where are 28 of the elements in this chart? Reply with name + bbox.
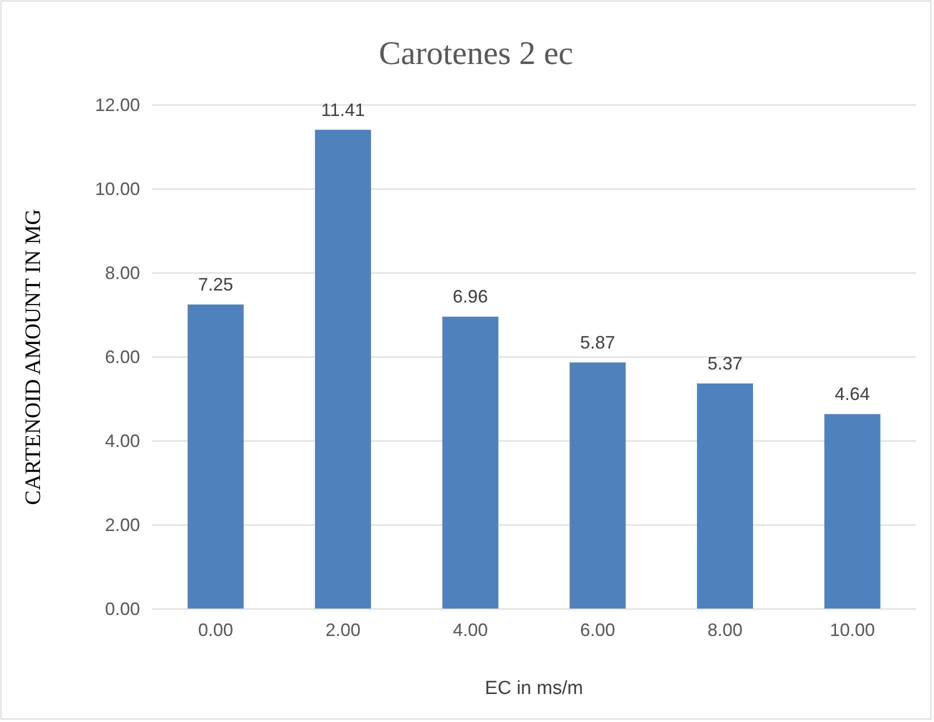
x-tick-label: 6.00	[580, 620, 616, 640]
y-tick-label: 12.00	[94, 94, 140, 115]
bar	[824, 414, 880, 609]
data-label: 11.41	[321, 100, 365, 120]
x-tick-label: 8.00	[707, 620, 743, 640]
y-axis-title: CARTENOID AMOUNT IN MG	[20, 208, 45, 505]
y-tick-label: 4.00	[104, 430, 140, 451]
x-tick-label: 4.00	[452, 620, 488, 640]
data-label: 5.37	[707, 353, 743, 374]
bar	[696, 383, 754, 609]
y-tick-label: 0.00	[104, 598, 140, 619]
bar	[570, 362, 626, 609]
y-tick-label: 8.00	[104, 262, 140, 283]
y-tick-label: 2.00	[104, 514, 140, 535]
bar	[442, 316, 498, 609]
x-axis-title: EC in ms/m	[484, 678, 584, 699]
data-label: 4.64	[834, 384, 870, 404]
data-label: 5.87	[580, 332, 616, 352]
y-tick-label: 6.00	[104, 346, 140, 367]
chart-title: Carotenes 2 ec	[378, 36, 574, 72]
data-label: 6.96	[452, 286, 488, 307]
x-tick-label: 2.00	[325, 620, 361, 640]
data-label: 7.25	[198, 274, 234, 294]
bar	[314, 130, 372, 609]
x-tick-label: 10.00	[830, 620, 875, 640]
y-tick-label: 10.00	[94, 178, 140, 199]
x-tick-label: 0.00	[198, 620, 234, 640]
bar	[188, 304, 244, 609]
